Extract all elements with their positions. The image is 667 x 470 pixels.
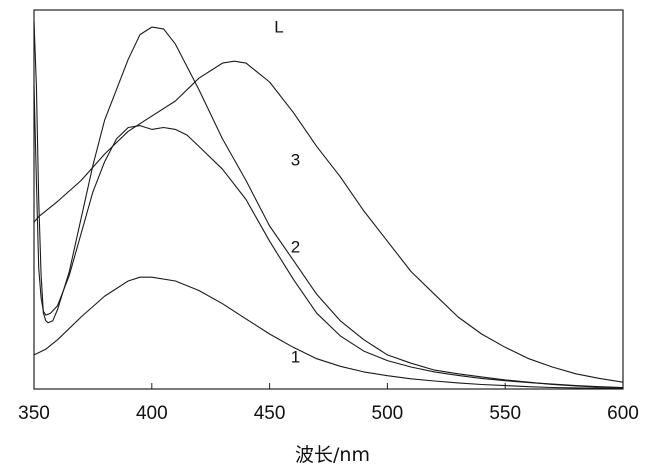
series-line-2 (33, 85, 624, 389)
series-line-1 (33, 276, 624, 390)
curve-labels: L 3 2 1 (274, 18, 300, 367)
series-line-3 (33, 21, 624, 389)
curve-label: L (274, 18, 283, 37)
x-tick-label: 500 (372, 403, 404, 424)
x-axis: 350 400 450 500 550 600 (18, 383, 639, 424)
x-tick-label: 350 (18, 403, 50, 424)
series-line-l (33, 60, 624, 383)
curve-label: 3 (291, 150, 300, 169)
curve-label: 2 (291, 238, 300, 257)
x-tick-label: 450 (254, 403, 286, 424)
x-axis-label: 波长/nm (295, 444, 370, 466)
x-tick-label: 600 (607, 403, 639, 424)
x-tick-label: 400 (136, 403, 168, 424)
curve-label: 1 (291, 347, 300, 366)
series-layer (33, 21, 624, 390)
plot-frame (33, 9, 624, 390)
x-tick-label: 550 (489, 403, 521, 424)
